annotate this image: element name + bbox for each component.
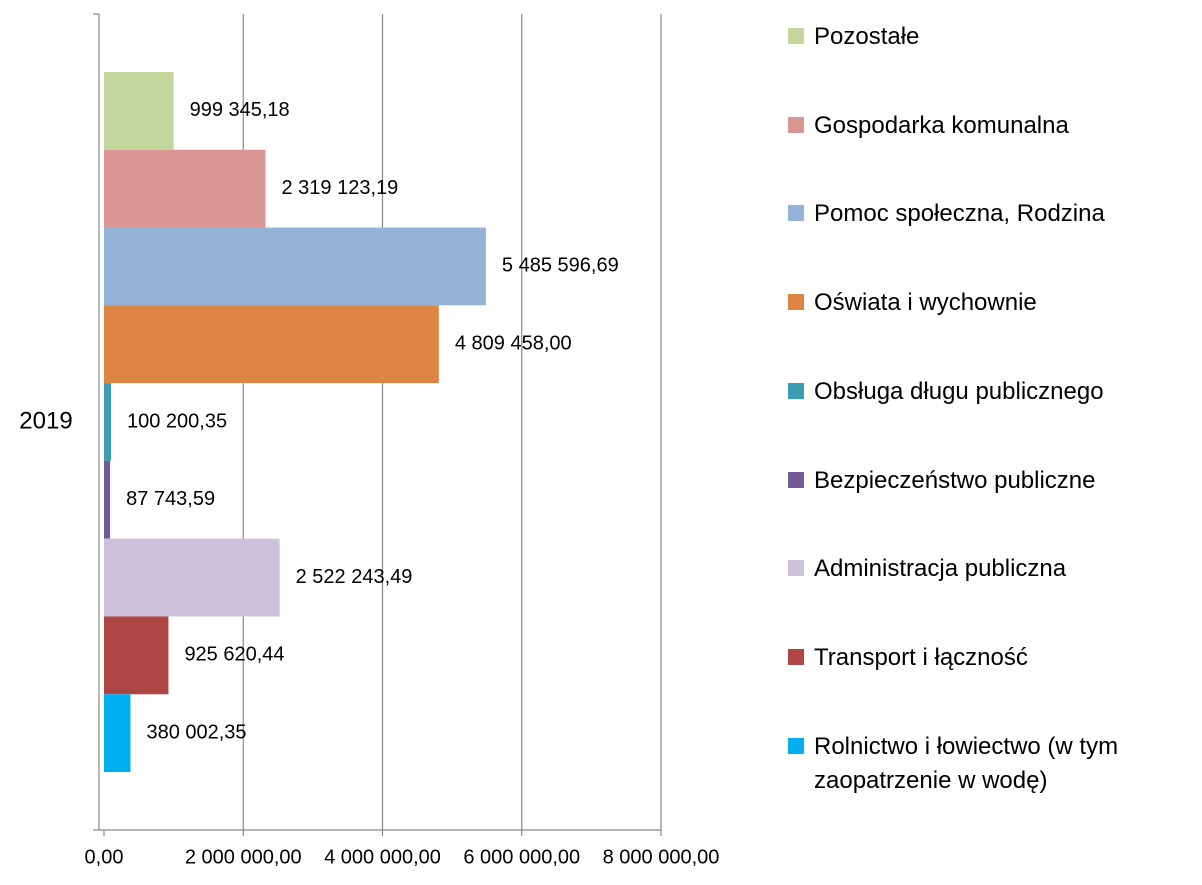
- legend-item: Pozostałe: [788, 20, 1194, 54]
- data-label: 2 319 123,19: [281, 177, 398, 199]
- bar: [104, 149, 266, 228]
- legend-label: Pomoc społeczna, Rodzina: [814, 200, 1105, 228]
- legend-item: Gospodarka komunalna: [788, 109, 1194, 143]
- legend-label: Transport i łączność: [814, 643, 1028, 671]
- data-label: 87 743,59: [126, 488, 215, 510]
- bar: [104, 460, 111, 539]
- legend-label: Oświata i wychownie: [814, 289, 1037, 317]
- legend-swatch: [788, 28, 804, 44]
- x-tick-label: 2 000 000,00: [185, 846, 302, 868]
- data-label: 100 200,35: [127, 410, 227, 432]
- data-label: 380 002,35: [146, 721, 246, 743]
- legend-label: Gospodarka komunalna: [814, 111, 1069, 139]
- legend-item: Administracja publiczna: [788, 552, 1194, 586]
- x-tick-label: 8 000 000,00: [603, 846, 720, 868]
- legend-label: Pozostałe: [814, 23, 920, 50]
- data-label: 4 809 458,00: [455, 332, 572, 354]
- x-tick-label: 6 000 000,00: [463, 846, 580, 868]
- bar: [104, 694, 131, 773]
- bar: [104, 305, 439, 384]
- legend-item: Obsługa długu publicznego: [788, 375, 1194, 409]
- legend-label: Rolnictwo i łowiectwo (w tym zaopatrzeni…: [814, 732, 1119, 794]
- legend-item: Oświata i wychownie: [788, 286, 1194, 320]
- legend-swatch: [788, 648, 804, 665]
- x-tick-label: 4 000 000,00: [324, 846, 441, 868]
- legend-label: Bezpieczeństwo publiczne: [814, 466, 1096, 494]
- data-label: 925 620,44: [184, 644, 284, 666]
- legend-swatch: [788, 294, 804, 311]
- legend-swatch: [788, 205, 804, 222]
- legend-swatch: [788, 471, 804, 488]
- bar: [104, 616, 169, 695]
- legend-swatch: [788, 116, 804, 133]
- legend-swatch: [788, 560, 804, 577]
- legend-item: Rolnictwo i łowiectwo (w tym zaopatrzeni…: [788, 730, 1194, 798]
- data-label: 999 345,18: [190, 99, 290, 121]
- data-label: 2 522 243,49: [296, 566, 413, 588]
- legend-swatch: [788, 737, 804, 754]
- data-label: 5 485 596,69: [502, 255, 619, 277]
- legend-label: Administracja publiczna: [814, 555, 1067, 583]
- x-tick-label: 0,00: [85, 846, 124, 868]
- bar: [104, 383, 111, 461]
- legend-item: Bezpieczeństwo publiczne: [788, 464, 1194, 498]
- bar: [104, 227, 486, 306]
- y-tick-label: 2019: [19, 407, 72, 434]
- bar: [104, 538, 280, 617]
- legend-item: Pomoc społeczna, Rodzina: [788, 197, 1194, 231]
- legend-label: Obsługa długu publicznego: [814, 377, 1104, 405]
- legend-item: Transport i łączność: [788, 641, 1194, 675]
- bar: [104, 71, 174, 150]
- legend-swatch: [788, 382, 804, 399]
